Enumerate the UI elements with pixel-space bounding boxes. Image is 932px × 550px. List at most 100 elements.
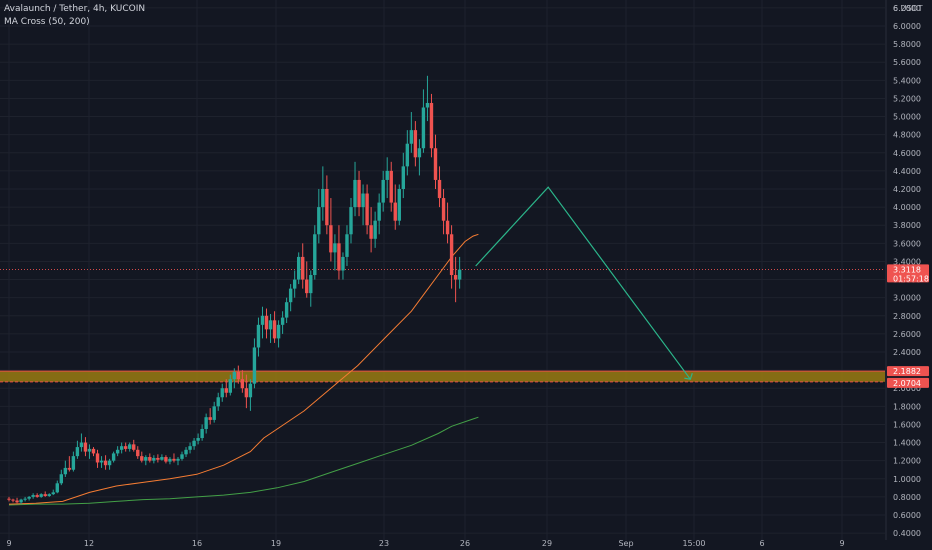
candle-body [377,202,381,221]
current-price-tag-bg [887,264,929,283]
candle-body [196,438,200,441]
candle-body [35,495,39,497]
candle-body [453,275,458,280]
projection-path [475,186,691,380]
candle-body [449,234,454,276]
y-tick-label: 1.4000 [893,439,921,448]
candle-body [421,107,426,149]
y-tick-label: 3.8000 [893,221,921,230]
candle-body [236,371,241,380]
candle-body [148,457,152,461]
y-tick-label: 5.6000 [893,58,921,67]
candle-body [79,442,84,448]
y-tick-label: 0.6000 [893,511,921,520]
candle-body [309,275,313,294]
indicator-label: MA Cross (50, 200) [4,17,90,27]
x-tick-label: 9 [6,539,11,548]
x-tick-label: 19 [271,539,281,548]
candle-body [417,148,422,158]
y-tick-label: 6.0000 [893,22,921,31]
candle-body [184,449,188,455]
x-tick-label: Sep [618,539,633,548]
candle-body [429,102,434,149]
candle-body [280,317,285,325]
candle-body [31,495,35,497]
candle-body [67,467,72,470]
candle-body [47,494,51,496]
candle-body [132,444,136,450]
candle-body [180,454,184,459]
candle-body [369,225,373,239]
candle-body [264,315,269,330]
candle-body [99,460,104,463]
y-tick-label: 1.0000 [893,475,921,484]
candle-body [397,189,401,221]
candle-body [248,383,253,398]
candle-body [244,388,249,398]
current-price-tag-text: 01:57:18 [893,274,929,283]
x-tick-label: 15:00 [682,539,705,548]
y-tick-label: 1.8000 [893,402,921,411]
x-tick-label: 16 [192,539,202,548]
candle-body [83,442,88,452]
candle-body [15,500,19,503]
candle-body [457,269,462,280]
candle-body [337,243,341,271]
candle-body [357,179,361,208]
ma200-line [8,416,479,506]
zone-upper-tag-bg [887,366,929,377]
zone-lower-tag-bg [887,377,929,388]
y-tick-label: 5.4000 [893,76,921,85]
candle-body [95,453,100,463]
y-tick-label: 1.6000 [893,420,921,429]
candle-body [204,417,208,429]
candle-body [160,457,164,460]
candle-body [111,453,116,461]
candle-body [55,483,59,493]
candle-body [296,256,301,280]
candle-body [349,207,353,235]
y-tick-label: 4.0000 [893,203,921,212]
candle-body [284,302,289,318]
zone-lower-tag-text: 2.0704 [893,379,921,388]
candle-body [252,347,257,384]
candle-body [288,288,293,303]
candle-body [365,193,369,226]
candle-body [152,457,156,461]
candle-body [75,447,80,457]
candle-body [373,220,377,239]
candle-body [39,494,43,497]
y-tick-label: 4.4000 [893,167,921,176]
y-unit-label: 6 USDT [893,4,923,13]
candle-body [409,130,414,144]
candle-body [140,456,144,461]
chart-legend: Avalaunch / Tether, 4h, KUCOIN MA Cross … [4,3,145,29]
candle-body [317,207,321,235]
candle-body [43,494,47,496]
candle-body [292,279,297,289]
y-tick-label: 3.4000 [893,257,921,266]
candle-body [51,492,55,495]
candle-body [381,179,385,203]
candle-body [445,220,450,235]
y-tick-label: 4.2000 [893,185,921,194]
candle-body [389,170,393,203]
y-tick-label: 3.0000 [893,294,921,303]
ma50-line [8,233,479,505]
candle-body [276,324,281,339]
candle-body [224,388,228,393]
candle-body [321,189,325,208]
candle-body [341,256,345,271]
candle-body [216,397,220,407]
candle-body [401,166,406,189]
candle-body [333,243,337,253]
candle-body [144,457,148,461]
candle-body [115,449,120,454]
candle-body [59,474,64,484]
candle-body [23,498,27,500]
candle-body [437,179,442,199]
